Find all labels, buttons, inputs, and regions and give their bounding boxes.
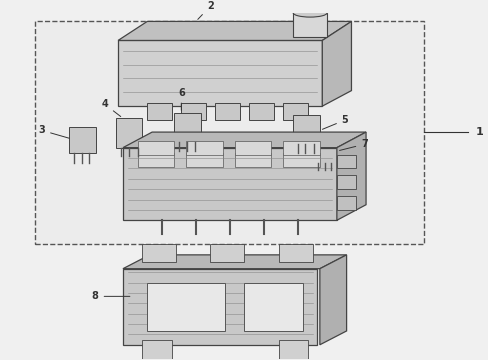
Bar: [278, 244, 312, 262]
Bar: [118, 40, 322, 106]
Text: 8: 8: [92, 291, 130, 301]
Bar: [283, 153, 319, 167]
Text: 3: 3: [39, 125, 69, 138]
Ellipse shape: [292, 8, 326, 17]
Bar: [234, 153, 271, 167]
Bar: [147, 283, 224, 331]
Bar: [69, 127, 96, 153]
Text: 1: 1: [474, 127, 482, 137]
Bar: [234, 141, 271, 154]
Bar: [181, 103, 205, 120]
Polygon shape: [319, 255, 346, 345]
Bar: [122, 269, 317, 345]
Bar: [122, 148, 336, 220]
Bar: [278, 339, 307, 359]
Bar: [249, 103, 273, 120]
Bar: [314, 139, 336, 163]
Bar: [292, 13, 326, 37]
Bar: [336, 175, 356, 189]
Bar: [174, 113, 201, 143]
Bar: [283, 103, 307, 120]
Bar: [210, 244, 244, 262]
Bar: [142, 339, 171, 359]
Polygon shape: [122, 132, 366, 148]
Polygon shape: [122, 255, 346, 269]
Bar: [244, 283, 302, 331]
Bar: [147, 103, 171, 120]
Bar: [186, 153, 222, 167]
Bar: [215, 103, 239, 120]
Bar: [35, 22, 424, 244]
Bar: [186, 141, 222, 154]
Bar: [137, 153, 174, 167]
Bar: [137, 141, 174, 154]
Bar: [292, 115, 319, 144]
Text: 7: 7: [339, 139, 367, 150]
Text: 2: 2: [197, 1, 213, 19]
Text: 6: 6: [178, 87, 184, 110]
Bar: [336, 196, 356, 210]
Polygon shape: [118, 22, 351, 40]
Bar: [336, 154, 356, 168]
Bar: [283, 141, 319, 154]
Text: 5: 5: [322, 115, 348, 129]
Text: 4: 4: [102, 99, 121, 117]
Bar: [116, 118, 142, 148]
Polygon shape: [322, 22, 351, 106]
Polygon shape: [336, 132, 366, 220]
Bar: [142, 244, 176, 262]
